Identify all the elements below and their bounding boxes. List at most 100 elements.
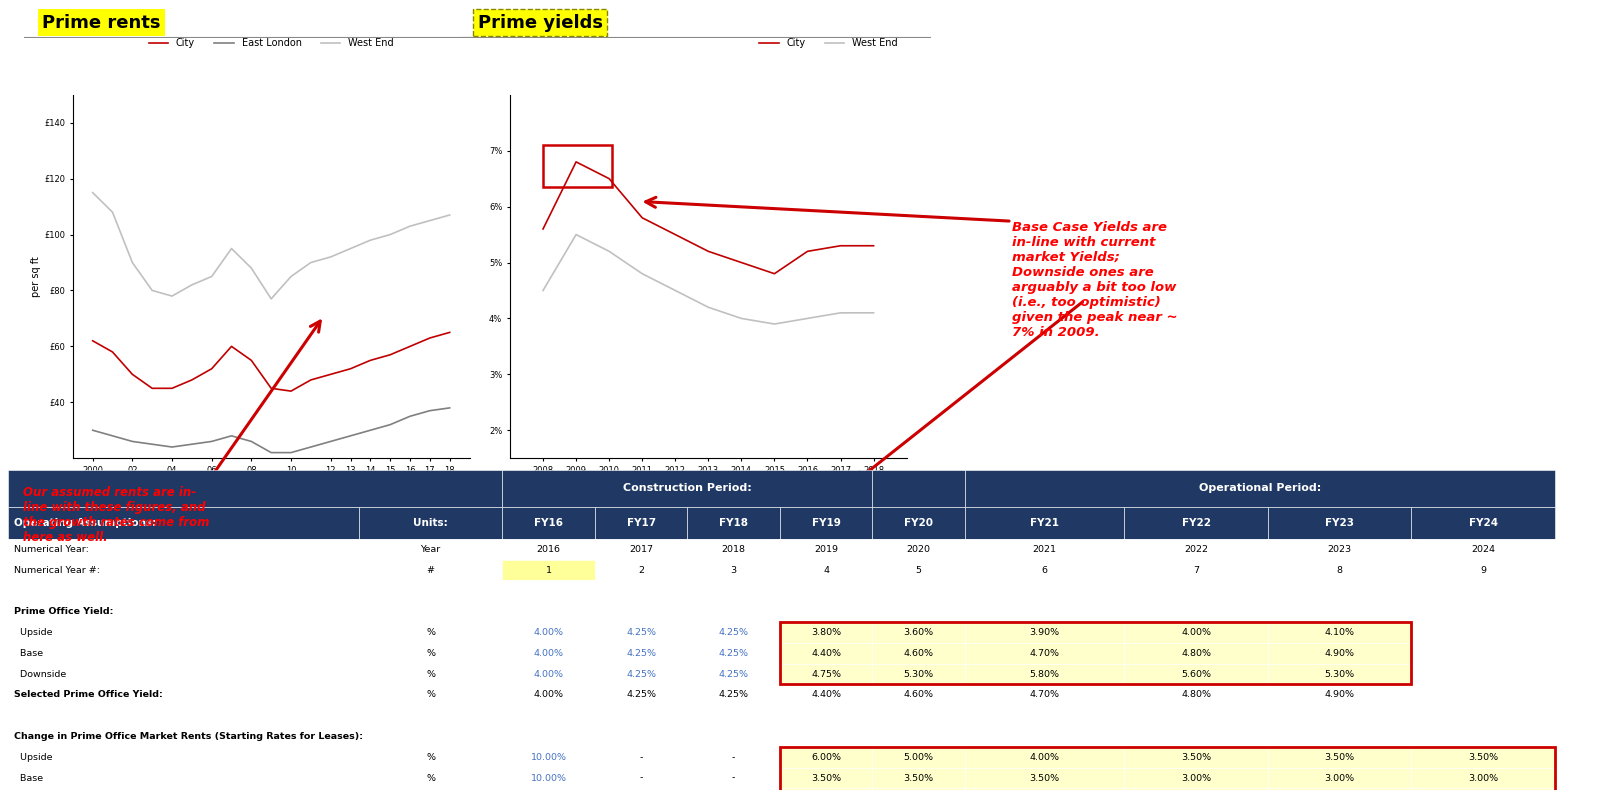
Text: #: #	[427, 566, 434, 574]
City	[342, 364, 361, 374]
City	[732, 258, 751, 267]
West End	[183, 280, 202, 290]
Text: Operational Period:: Operational Period:	[1198, 483, 1321, 494]
Text: 4.90%: 4.90%	[1324, 649, 1355, 658]
Bar	[873, 726, 965, 747]
Bar	[873, 507, 965, 539]
Text: %: %	[426, 753, 436, 762]
East London	[262, 448, 282, 457]
Bar	[502, 622, 594, 643]
Bar	[1412, 539, 1554, 559]
Bar	[359, 788, 502, 790]
Bar	[594, 622, 688, 643]
Bar	[965, 705, 1124, 726]
West End	[599, 246, 618, 256]
Text: 4.80%: 4.80%	[1182, 690, 1211, 699]
City	[665, 230, 685, 239]
East London	[440, 403, 460, 412]
Bar	[1412, 684, 1554, 705]
City	[400, 341, 419, 351]
Bar	[502, 559, 594, 581]
Text: 4.25%: 4.25%	[719, 628, 748, 637]
Line: City: City	[542, 162, 874, 273]
East London	[361, 426, 380, 435]
Text: 8: 8	[1337, 566, 1342, 574]
Bar	[873, 684, 965, 705]
Text: 3.50%: 3.50%	[1468, 753, 1498, 762]
Bar	[1124, 507, 1268, 539]
City	[301, 375, 321, 385]
Bar	[1268, 539, 1412, 559]
West End	[123, 258, 142, 267]
Bar	[780, 559, 873, 581]
Bar	[502, 768, 594, 788]
City	[633, 213, 652, 223]
Bar	[688, 643, 780, 664]
Bar	[780, 664, 873, 684]
Bar	[688, 622, 780, 643]
Bar	[359, 705, 502, 726]
City	[698, 246, 717, 256]
Bar	[780, 622, 1412, 684]
West End	[698, 303, 717, 312]
Text: 6: 6	[1041, 566, 1047, 574]
Bar	[1412, 643, 1554, 664]
Text: FY24: FY24	[1468, 517, 1498, 528]
Bar	[1412, 705, 1554, 726]
Bar	[359, 559, 502, 581]
Text: Base: Base	[15, 649, 44, 658]
Bar	[594, 601, 688, 622]
Bar	[8, 622, 359, 643]
Bar	[8, 559, 359, 581]
Bar	[1124, 684, 1268, 705]
Text: 4.70%: 4.70%	[1030, 690, 1060, 699]
Bar	[1412, 726, 1554, 747]
Line: West End: West End	[92, 193, 450, 299]
City	[262, 384, 282, 393]
Text: Construction Period:: Construction Period:	[623, 483, 751, 494]
Bar	[359, 664, 502, 684]
Text: FY19: FY19	[811, 517, 840, 528]
Bar	[965, 788, 1124, 790]
Bar	[780, 768, 873, 788]
Text: 3.60%: 3.60%	[903, 628, 934, 637]
Bar	[1268, 768, 1412, 788]
City	[282, 386, 301, 396]
Bar	[1124, 622, 1268, 643]
West End	[732, 314, 751, 323]
Bar	[688, 788, 780, 790]
Bar	[1412, 507, 1554, 539]
Bar	[8, 539, 359, 559]
Text: 3.50%: 3.50%	[1030, 773, 1060, 783]
Text: Change in Prime Office Market Rents (Starting Rates for Leases):: Change in Prime Office Market Rents (Sta…	[15, 732, 364, 741]
City	[533, 224, 552, 234]
Bar	[1124, 788, 1268, 790]
Bar	[1124, 559, 1268, 581]
Text: 3: 3	[730, 566, 737, 574]
Legend: City, West End: City, West End	[756, 34, 902, 52]
City	[440, 328, 460, 337]
Text: 5: 5	[916, 566, 921, 574]
West End	[831, 308, 850, 318]
Bar	[8, 664, 359, 684]
Bar	[780, 705, 873, 726]
Bar	[1412, 559, 1554, 581]
Bar	[1124, 747, 1268, 768]
Text: 2022: 2022	[1183, 545, 1208, 554]
City	[123, 370, 142, 379]
Bar	[688, 705, 780, 726]
City	[764, 269, 784, 278]
Bar	[688, 581, 780, 601]
West End	[361, 235, 380, 245]
Bar	[594, 643, 688, 664]
Text: 4.00%: 4.00%	[534, 628, 563, 637]
West End	[83, 188, 102, 198]
City	[104, 348, 123, 357]
Bar	[502, 643, 594, 664]
Bar	[502, 539, 594, 559]
Bar	[594, 768, 688, 788]
Bar	[688, 664, 780, 684]
Bar	[8, 705, 359, 726]
Text: 5.60%: 5.60%	[1182, 669, 1211, 679]
Bar	[502, 684, 594, 705]
